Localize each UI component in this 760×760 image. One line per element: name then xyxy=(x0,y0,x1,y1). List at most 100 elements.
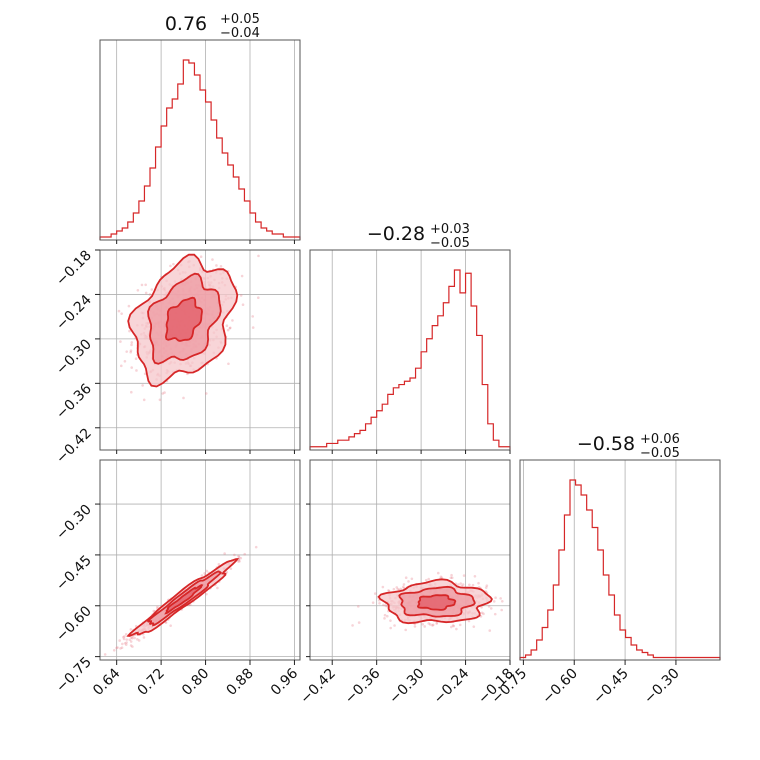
scatter-panel-0-2 xyxy=(99,459,301,661)
sample-point xyxy=(499,597,502,600)
contour-line-level-0 xyxy=(126,557,240,637)
sample-point xyxy=(129,640,133,643)
sample-point xyxy=(200,574,204,577)
sample-point xyxy=(461,583,465,586)
sample-point xyxy=(251,315,255,318)
sample-point xyxy=(169,264,172,268)
sample-point xyxy=(396,587,400,591)
sample-point xyxy=(131,645,134,648)
sample-point xyxy=(480,605,483,609)
sample-point xyxy=(492,600,496,603)
x-tick-label-1: −0.24 xyxy=(431,665,473,707)
scatter-frame-1-2 xyxy=(309,459,511,661)
sample-point xyxy=(238,559,241,563)
sample-point xyxy=(449,625,453,629)
sample-point xyxy=(119,340,122,343)
sample-point xyxy=(130,636,134,640)
sample-point xyxy=(237,560,240,563)
sample-point xyxy=(150,288,154,291)
sample-point xyxy=(144,283,147,287)
sample-point xyxy=(431,624,434,627)
sample-point xyxy=(424,578,428,582)
sample-point xyxy=(467,619,471,623)
contour-line-level-0 xyxy=(377,578,493,625)
sample-point xyxy=(204,392,208,395)
sample-point xyxy=(203,571,206,575)
sample-point xyxy=(458,623,462,627)
contour-line-level-1 xyxy=(398,585,476,618)
hist-grid-1 xyxy=(331,250,511,450)
y-tick-label-2: −0.60 xyxy=(53,603,95,645)
sample-point xyxy=(431,623,435,627)
sample-point xyxy=(399,587,403,591)
sample-point xyxy=(223,552,226,555)
sample-point xyxy=(457,583,460,586)
sample-point xyxy=(239,556,243,560)
sample-point xyxy=(152,609,156,613)
sample-point xyxy=(124,643,128,646)
y-tick-label-1: −0.42 xyxy=(53,425,95,467)
sample-point xyxy=(211,258,214,261)
sample-point xyxy=(129,349,133,352)
x-tick-label-0: 0.72 xyxy=(135,666,168,699)
hist-frame-1 xyxy=(309,249,511,451)
sample-point xyxy=(228,326,232,330)
sample-point xyxy=(413,625,417,628)
sample-point xyxy=(462,574,466,577)
scatter-grid-0-2 xyxy=(100,460,300,660)
title-param-2: −0.58 xyxy=(577,433,635,455)
contour-line-level-1 xyxy=(146,570,223,627)
sample-point xyxy=(103,653,107,656)
sample-point xyxy=(172,262,175,266)
sample-point xyxy=(381,585,385,589)
sample-point xyxy=(116,646,119,649)
sample-point xyxy=(120,312,123,315)
title-minus-1: −0.05 xyxy=(430,236,470,251)
density-contours-0-2 xyxy=(126,557,240,637)
sample-point xyxy=(117,309,121,313)
sample-point xyxy=(118,639,121,642)
scatter-panel-0-1 xyxy=(99,249,301,451)
title-median-0: 0.76 xyxy=(165,13,207,35)
sample-point xyxy=(142,398,146,402)
title-param-1: −0.28 xyxy=(367,223,425,245)
sample-point xyxy=(487,605,491,608)
sample-point xyxy=(389,619,392,622)
sample-point xyxy=(450,573,453,577)
sample-point xyxy=(237,556,241,559)
sample-point xyxy=(455,627,458,631)
hist-panel-0: 0.76 +0.05 −0.04 xyxy=(99,12,301,241)
density-contours-0-1 xyxy=(127,253,239,388)
sample-point xyxy=(128,329,131,333)
sample-point xyxy=(468,583,471,587)
sample-point xyxy=(130,343,133,347)
sample-point xyxy=(215,264,218,267)
sample-point xyxy=(472,625,476,628)
contour-fill-level-2 xyxy=(165,585,202,614)
sample-point xyxy=(161,392,165,395)
histogram-param-2 xyxy=(519,479,721,660)
sample-point xyxy=(136,638,139,641)
sample-point xyxy=(427,622,431,625)
sample-point xyxy=(239,294,243,297)
sample-point xyxy=(484,586,488,589)
sample-point xyxy=(182,396,185,400)
sample-point xyxy=(128,638,131,642)
sample-point xyxy=(205,569,209,573)
sample-point xyxy=(241,303,245,306)
sample-point xyxy=(229,567,233,570)
sample-point xyxy=(500,608,503,612)
hist-grid-2 xyxy=(522,460,677,660)
scatter-panel-1-2 xyxy=(309,459,511,661)
sample-point xyxy=(404,628,407,632)
y-tick-label-2: −0.75 xyxy=(53,654,95,696)
sample-point xyxy=(389,626,393,630)
sample-point xyxy=(137,639,141,642)
sample-point xyxy=(130,341,134,344)
hist-frame-2 xyxy=(519,459,721,661)
contour-line-level-2 xyxy=(164,296,203,342)
sample-point xyxy=(257,296,260,299)
sample-point xyxy=(127,304,131,308)
x-tick-label-2: −0.45 xyxy=(590,666,632,708)
sample-point xyxy=(482,612,485,616)
